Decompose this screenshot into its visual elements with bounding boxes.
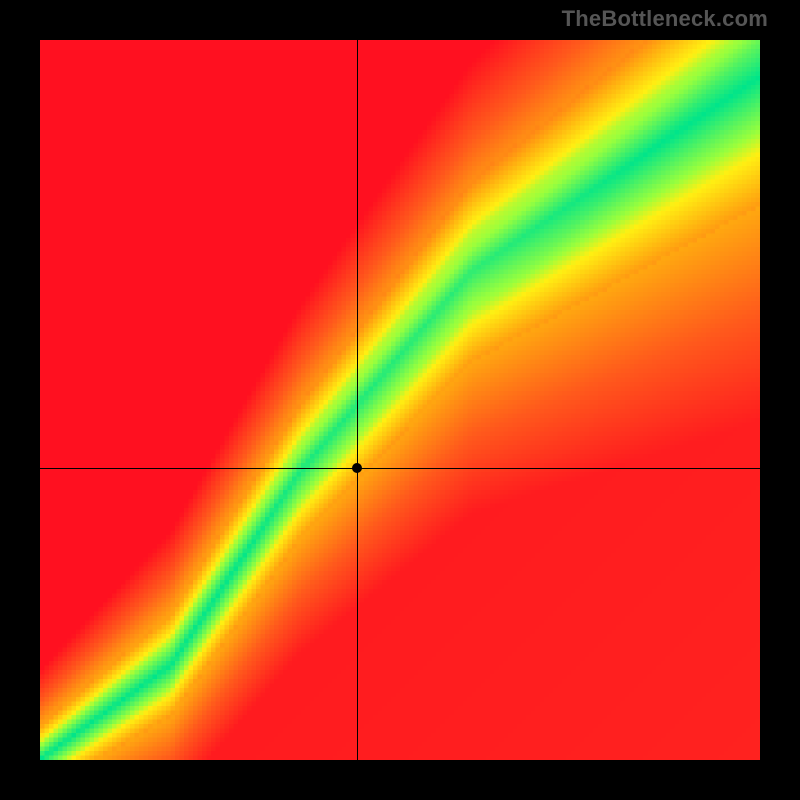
crosshair-vertical	[357, 40, 358, 760]
heatmap-plot	[40, 40, 760, 760]
crosshair-marker	[352, 463, 362, 473]
watermark-text: TheBottleneck.com	[562, 6, 768, 32]
crosshair-horizontal	[40, 468, 760, 469]
heatmap-canvas	[40, 40, 760, 760]
